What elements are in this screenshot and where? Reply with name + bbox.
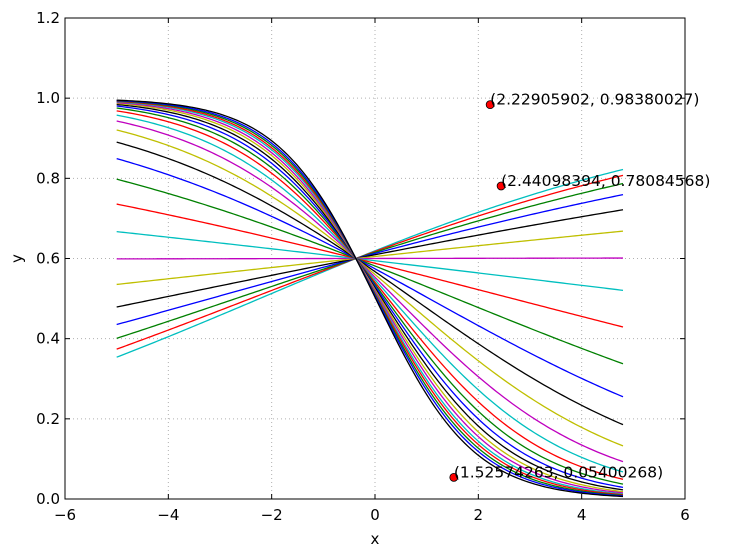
series-line	[116, 101, 624, 495]
x-tick-label: −4	[157, 506, 179, 524]
x-axis-label: x	[371, 530, 380, 548]
series-line	[116, 99, 624, 498]
series-line	[116, 105, 624, 488]
y-tick-label: 0.4	[36, 330, 60, 348]
x-tick-label: −6	[54, 506, 76, 524]
series-line	[116, 141, 624, 426]
series-line	[116, 114, 624, 473]
annotated-point	[496, 181, 506, 191]
y-tick-label: 1.2	[36, 9, 60, 27]
curves	[116, 99, 624, 498]
series-line	[116, 100, 624, 497]
series-line	[116, 209, 624, 308]
series-line	[116, 230, 624, 291]
y-axis-label: y	[8, 254, 26, 263]
series-line	[116, 102, 624, 493]
series-line	[116, 129, 624, 447]
x-tick-label: 4	[577, 506, 587, 524]
y-tick-label: 0.2	[36, 410, 60, 428]
series-line	[116, 100, 624, 496]
x-tick-label: −2	[261, 506, 283, 524]
x-tick-label: 0	[370, 506, 380, 524]
series-line	[116, 120, 624, 463]
y-tick-label: 0.0	[36, 490, 60, 508]
series-line	[116, 99, 624, 497]
series-line	[116, 182, 624, 339]
y-tick-label: 0.8	[36, 169, 60, 187]
ticks: −6 −4 −2 0 2 4 6 0.0 0.2 0.4 0.6 0.8 1.0 1.2	[36, 9, 690, 524]
annotated-point	[485, 100, 495, 110]
y-tick-label: 0.6	[36, 250, 60, 268]
series-line	[116, 101, 624, 494]
annotated-points: (2.22905902, 0.98380027) (2.44098394, 0.7…	[449, 91, 710, 482]
point-annotation: (1.52574263, 0.05400268)	[454, 463, 663, 481]
annotated-point	[449, 472, 459, 482]
x-tick-label: 6	[680, 506, 690, 524]
y-tick-label: 1.0	[36, 89, 60, 107]
series-line	[116, 103, 624, 491]
series-line	[116, 257, 624, 260]
series-line	[116, 193, 624, 326]
series-line	[116, 107, 624, 485]
series-line	[116, 230, 624, 286]
point-annotation: (2.44098394, 0.78084568)	[501, 172, 710, 190]
series-line	[116, 110, 624, 480]
series-line	[116, 157, 624, 398]
series-line	[116, 203, 624, 328]
x-tick-label: 2	[474, 506, 484, 524]
point-annotation: (2.22905902, 0.98380027)	[490, 91, 699, 109]
series-line	[116, 178, 624, 365]
